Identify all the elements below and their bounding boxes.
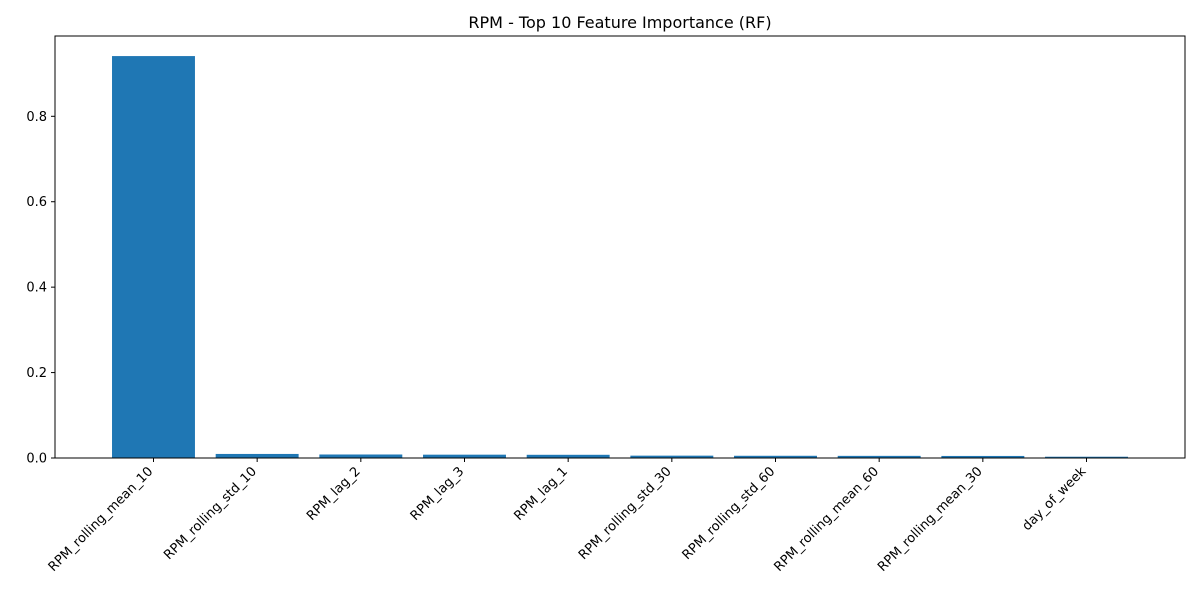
bar-rpm-lag-3 xyxy=(423,454,506,458)
x-tick-label: RPM_rolling_mean_10 xyxy=(46,464,157,575)
bar-rpm-rolling-std-10 xyxy=(215,453,299,458)
bar-rpm-rolling-mean-10 xyxy=(112,56,195,459)
x-tick-label: RPM_rolling_std_30 xyxy=(576,464,675,563)
plot-frame xyxy=(54,35,1186,459)
y-tick-label: 0.6 xyxy=(26,195,47,210)
x-tick-label: RPM_rolling_mean_30 xyxy=(875,464,986,575)
x-tick-label: RPM_lag_3 xyxy=(408,464,468,524)
bar-day-of-week xyxy=(1045,456,1128,458)
x-tick-label: RPM_lag_2 xyxy=(304,464,364,524)
bar-rpm-lag-1 xyxy=(526,454,610,458)
bars-layer xyxy=(112,56,1128,459)
y-axis: 0.0 0.2 0.4 0.6 0.8 xyxy=(26,110,55,467)
y-tick-label: 0.0 xyxy=(26,452,47,467)
x-tick-label: RPM_rolling_mean_60 xyxy=(771,464,882,575)
bar-rpm-lag-2 xyxy=(319,454,403,458)
bar-rpm-rolling-std-30 xyxy=(630,455,714,458)
x-tick-label: RPM_rolling_std_60 xyxy=(680,464,779,563)
bar-rpm-rolling-mean-30 xyxy=(941,455,1025,458)
chart-title: RPM - Top 10 Feature Importance (RF) xyxy=(468,13,771,32)
x-axis: RPM_rolling_mean_10 RPM_rolling_std_10 RPM… xyxy=(46,458,1090,575)
x-tick-label: RPM_rolling_std_10 xyxy=(161,464,260,563)
y-tick-label: 0.2 xyxy=(26,366,47,381)
y-tick-label: 0.8 xyxy=(26,110,47,125)
bar-rpm-rolling-mean-60 xyxy=(837,455,921,458)
y-tick-label: 0.4 xyxy=(26,281,47,296)
x-tick-label: day_of_week xyxy=(1020,464,1090,534)
x-tick-label: RPM_lag_1 xyxy=(511,464,571,524)
bar-rpm-rolling-std-60 xyxy=(734,455,817,458)
